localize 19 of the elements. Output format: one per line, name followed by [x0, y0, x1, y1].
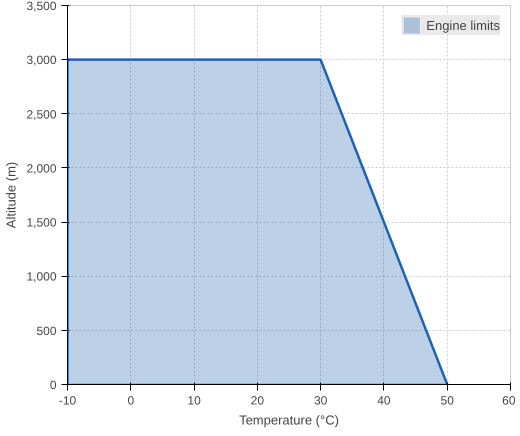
x-tick-label: 50 — [440, 394, 454, 408]
y-tick-label: 500 — [36, 324, 57, 338]
y-tick-label: 2,000 — [26, 161, 57, 176]
y-tick-label: 1,000 — [26, 270, 57, 284]
x-tick-label: 60 — [502, 394, 516, 408]
x-tick-label: 40 — [377, 394, 391, 408]
y-tick-label: 3,500 — [26, 0, 57, 13]
y-tick-label: 0 — [50, 378, 57, 392]
y-axis-title: Altitude (m) — [3, 162, 18, 228]
x-tick-label: 0 — [127, 394, 134, 408]
x-axis-title: Temperature (°C) — [239, 412, 339, 428]
y-tick-label: 3,000 — [26, 53, 57, 68]
x-tick-label: 20 — [250, 394, 264, 408]
x-tick-label: -10 — [58, 394, 76, 408]
x-tick-label: 10 — [187, 394, 202, 408]
y-tick-label: 2,500 — [26, 107, 57, 122]
legend-label: Engine limits — [426, 18, 500, 32]
x-tick-label: 30 — [314, 394, 328, 408]
y-tick-label: 1,500 — [26, 216, 57, 230]
